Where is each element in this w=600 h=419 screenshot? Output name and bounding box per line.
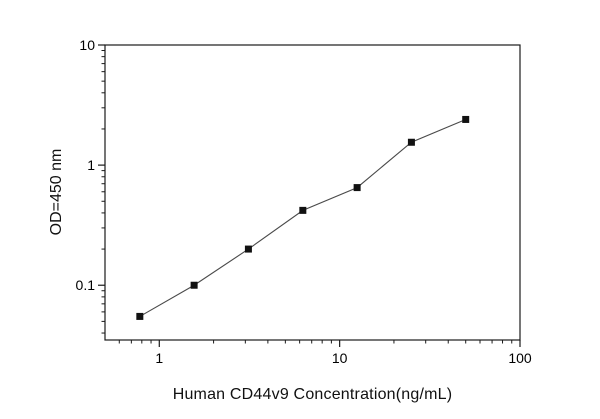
data-point-marker [407, 138, 415, 146]
data-point-marker [136, 312, 144, 320]
series-line [139, 118, 466, 317]
x-axis-label: Human CD44v9 Concentration(ng/mL) [172, 386, 453, 403]
y-tick-label: 0.1 [76, 277, 96, 293]
data-point-marker [190, 281, 198, 289]
y-tick-label: 1 [87, 157, 95, 173]
data-point-marker [353, 184, 361, 192]
x-tick-label: 1 [155, 350, 163, 366]
plot-frame [104, 44, 521, 341]
data-point-marker [299, 206, 307, 214]
y-axis-label: OD=450 nm [48, 148, 65, 236]
x-tick-label: 100 [508, 350, 532, 366]
data-point-marker [462, 115, 470, 123]
x-tick-label: 10 [332, 350, 348, 366]
y-tick-label: 10 [79, 37, 95, 53]
data-point-marker [244, 245, 252, 253]
